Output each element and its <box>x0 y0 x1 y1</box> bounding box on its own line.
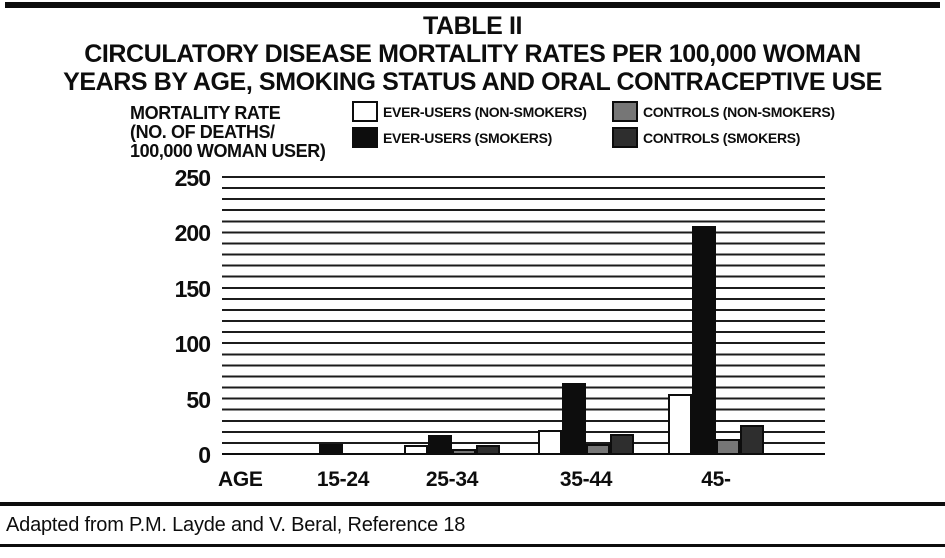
bar-45--controls-non-smokers <box>716 439 740 455</box>
top-border-rule <box>5 2 940 8</box>
x-axis-category-label: 35-44 <box>559 468 613 491</box>
y-axis-tick-label: 150 <box>174 275 211 302</box>
x-axis-title: AGE <box>218 468 263 491</box>
y-axis-tick-label: 100 <box>174 331 211 358</box>
legend-item-controls-non-smokers: CONTROLS (NON-SMOKERS) <box>612 101 835 122</box>
legend-swatch-controls-smokers <box>612 127 638 148</box>
legend-label: CONTROLS (NON-SMOKERS) <box>643 103 835 120</box>
bar-35-44-ever-users-non-smokers <box>538 430 562 455</box>
legend-swatch-ever-users-non-smokers <box>352 101 378 122</box>
legend-swatch-ever-users-smokers <box>352 127 378 148</box>
y-axis-tick-label: 0 <box>198 442 211 468</box>
bar-45--ever-users-smokers <box>692 226 716 455</box>
y-axis-label-line-3: 100,000 WOMAN USER) <box>130 141 326 161</box>
legend-column-controls: CONTROLS (NON-SMOKERS) CONTROLS (SMOKERS… <box>612 101 835 148</box>
legend-item-ever-users-smokers: EVER-USERS (SMOKERS) <box>352 127 587 148</box>
y-axis: 0 50 100 150 200 250 <box>140 165 211 468</box>
legend-column-ever-users: EVER-USERS (NON-SMOKERS) EVER-USERS (SMO… <box>352 101 587 148</box>
bar-45--controls-smokers <box>740 425 764 455</box>
source-citation: Adapted from P.M. Layde and V. Beral, Re… <box>6 514 466 536</box>
legend-label: EVER-USERS (NON-SMOKERS) <box>383 103 587 120</box>
y-axis-label-line-1: MORTALITY RATE <box>130 103 281 123</box>
bar-35-44-controls-non-smokers <box>586 444 610 455</box>
bar-25-34-ever-users-non-smokers <box>404 445 428 455</box>
bar-25-34-ever-users-smokers <box>428 435 452 455</box>
plot-area <box>222 171 825 455</box>
bar-25-34-controls-non-smokers <box>452 449 476 455</box>
y-axis-tick-label: 250 <box>174 165 211 191</box>
x-axis-baseline <box>222 453 825 455</box>
bar-35-44-ever-users-smokers <box>562 383 586 455</box>
bar-35-44-controls-smokers <box>610 434 634 455</box>
y-axis-tick-label: 50 <box>186 386 211 413</box>
x-axis-labels: AGE 15-24 25-34 35-44 45- <box>0 468 945 496</box>
legend-label: CONTROLS (SMOKERS) <box>643 129 801 146</box>
figure-title: TABLE II CIRCULATORY DISEASE MORTALITY R… <box>0 12 945 96</box>
x-axis-category-label: 15-24 <box>316 468 370 491</box>
figure-title-line-2: YEARS BY AGE, SMOKING STATUS AND ORAL CO… <box>63 68 882 96</box>
y-axis-tick-label: 200 <box>174 220 211 247</box>
x-axis-category-label: 25-34 <box>425 468 479 491</box>
bar-25-34-controls-smokers <box>476 445 500 455</box>
bar-15-24-ever-users-smokers <box>319 444 343 455</box>
y-axis-label-line-2: (NO. OF DEATHS/ <box>130 122 275 142</box>
legend-item-controls-smokers: CONTROLS (SMOKERS) <box>612 127 835 148</box>
legend-item-ever-users-non-smokers: EVER-USERS (NON-SMOKERS) <box>352 101 587 122</box>
bottom-border-rule <box>0 544 945 547</box>
table-label: TABLE II <box>422 12 523 40</box>
x-axis-category-label: 45- <box>701 468 731 491</box>
footer-divider-rule <box>0 502 945 506</box>
bar-45--ever-users-non-smokers <box>668 394 692 455</box>
legend-swatch-controls-non-smokers <box>612 101 638 122</box>
y-axis-label: MORTALITY RATE (NO. OF DEATHS/ 100,000 W… <box>130 103 326 161</box>
figure-title-line-1: CIRCULATORY DISEASE MORTALITY RATES PER … <box>84 40 861 68</box>
legend-label: EVER-USERS (SMOKERS) <box>383 129 553 146</box>
